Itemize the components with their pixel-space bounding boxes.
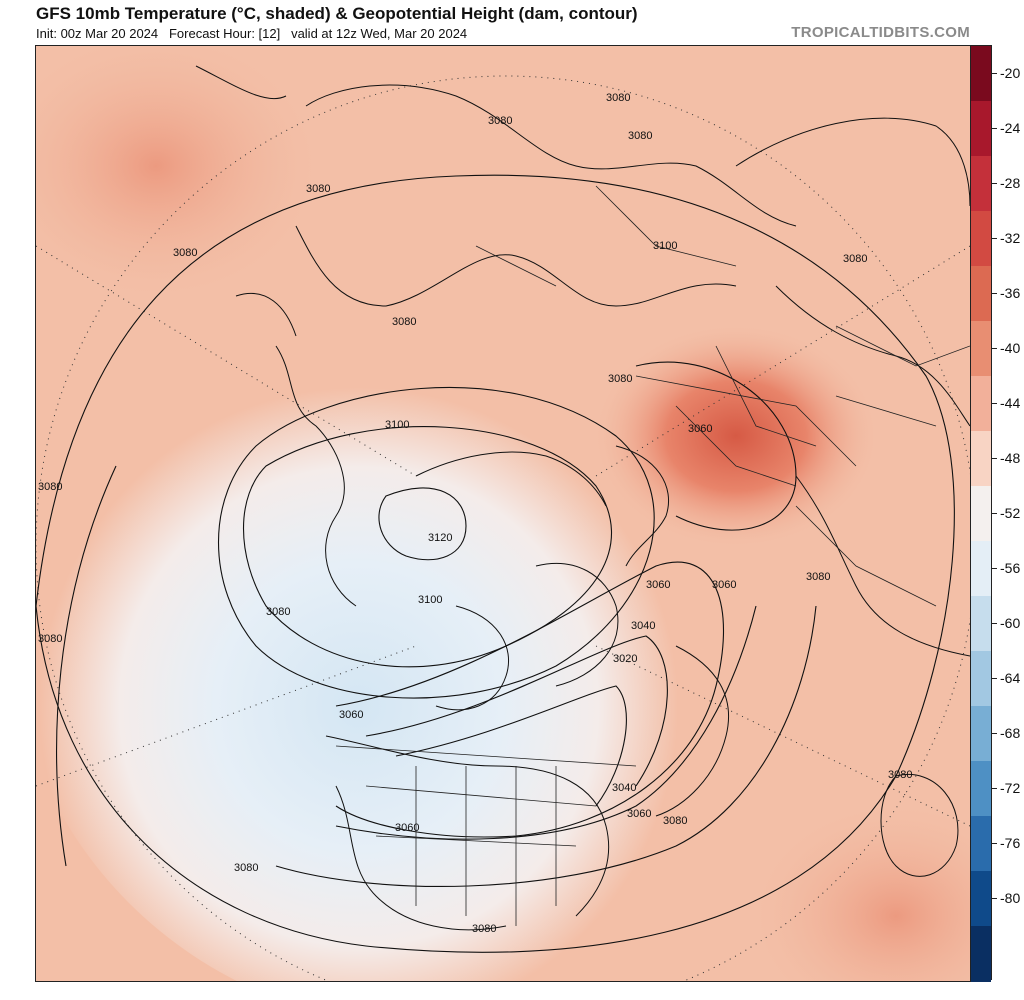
colorbar-segment	[971, 156, 991, 212]
contour-label: 3080	[38, 481, 62, 493]
colorbar-tick-mark	[992, 567, 997, 569]
colorbar-tick-mark	[992, 512, 997, 514]
contour-label: 3080	[628, 130, 652, 142]
colorbar-tick-mark	[992, 237, 997, 239]
colorbar-tick-label: -20	[1000, 64, 1021, 81]
colorbar-tick-label: -80	[1000, 889, 1021, 906]
colorbar-segment	[971, 266, 991, 322]
colorbar-tick-mark	[992, 72, 997, 74]
colorbar-segment	[971, 541, 991, 597]
warm-anomaly-atlantic	[756, 806, 970, 981]
colorbar-segment	[971, 46, 991, 102]
contour-label: 3020	[613, 653, 637, 665]
colorbar-segment	[971, 651, 991, 707]
warm-anomaly-siberia	[596, 326, 876, 546]
colorbar-segment	[971, 376, 991, 432]
colorbar-tick-label: -28	[1000, 174, 1021, 191]
colorbar-segment	[971, 321, 991, 377]
colorbar-tick-mark	[992, 347, 997, 349]
contour-label: 3060	[712, 579, 736, 591]
graticule-lines	[36, 75, 970, 981]
colorbar-tick-label: -44	[1000, 394, 1021, 411]
brand-watermark[interactable]: TROPICALTIDBITS.COM	[791, 24, 970, 41]
contour-label: 3080	[266, 606, 290, 618]
colorbar-segment	[971, 816, 991, 872]
colorbar-tick-mark	[992, 402, 997, 404]
contour-label: 3060	[688, 423, 712, 435]
contour-label: 3120	[428, 532, 452, 544]
colorbar-segment	[971, 486, 991, 542]
contour-label: 3060	[646, 579, 670, 591]
init-forecast-line: Init: 00z Mar 20 2024 Forecast Hour: [12…	[36, 26, 468, 41]
contour-label: 3100	[385, 419, 409, 431]
contour-label: 3080	[608, 373, 632, 385]
contour-label: 3080	[392, 316, 416, 328]
contour-label: 3040	[612, 782, 636, 794]
political-boundaries	[335, 185, 970, 926]
colorbar-segment	[971, 926, 991, 982]
colorbar-tick-label: -40	[1000, 339, 1021, 356]
colorbar-tick-mark	[992, 732, 997, 734]
contour-label: 3060	[627, 808, 651, 820]
colorbar-tick-label: -52	[1000, 504, 1021, 521]
colorbar-tick-mark	[992, 292, 997, 294]
contour-label: 3060	[395, 822, 419, 834]
contour-label: 3080	[488, 115, 512, 127]
contour-label: 3100	[653, 240, 677, 252]
colorbar-segment	[971, 211, 991, 267]
contour-label: 3080	[663, 815, 687, 827]
contour-label: 3080	[234, 862, 258, 874]
colorbar-tick-mark	[992, 787, 997, 789]
colorbar-tick-mark	[992, 127, 997, 129]
contour-label: 3080	[173, 247, 197, 259]
contour-label: 3080	[606, 92, 630, 104]
coastlines	[195, 65, 970, 931]
colorbar-segment	[971, 101, 991, 157]
colorbar-tick-mark	[992, 182, 997, 184]
colorbar-segment	[971, 871, 991, 927]
colorbar-tick-mark	[992, 457, 997, 459]
contour-label: 3080	[888, 769, 912, 781]
temperature-colorbar	[970, 45, 992, 982]
contour-label: 3080	[843, 253, 867, 265]
contour-labels: 3080 3080 3080 3080 3100 3080 3080 3080 …	[38, 92, 912, 935]
colorbar-tick-label: -76	[1000, 834, 1021, 851]
chart-title: GFS 10mb Temperature (°C, shaded) & Geop…	[36, 4, 638, 23]
contour-label: 3080	[472, 923, 496, 935]
colorbar-tick-label: -32	[1000, 229, 1021, 246]
colorbar-tick-label: -68	[1000, 724, 1021, 741]
colorbar-segment	[971, 706, 991, 762]
colorbar-tick-label: -48	[1000, 449, 1021, 466]
colorbar-tick-label: -24	[1000, 119, 1021, 136]
warm-anomaly-pacific	[36, 46, 316, 296]
colorbar-tick-mark	[992, 897, 997, 899]
height-contours	[36, 174, 955, 953]
colorbar-tick-mark	[992, 677, 997, 679]
contour-label: 3100	[418, 594, 442, 606]
colorbar-tick-label: -36	[1000, 284, 1021, 301]
contour-label: 3080	[38, 633, 62, 645]
contour-label: 3080	[306, 183, 330, 195]
colorbar-segment	[971, 596, 991, 652]
colorbar-tick-label: -60	[1000, 614, 1021, 631]
colorbar-tick-label: -64	[1000, 669, 1021, 686]
colorbar-segment	[971, 761, 991, 817]
polar-temperature-map: 3080 3080 3080 3080 3100 3080 3080 3080 …	[35, 45, 971, 982]
colorbar-tick-label: -72	[1000, 779, 1021, 796]
colorbar-tick-label: -56	[1000, 559, 1021, 576]
colorbar-tick-mark	[992, 622, 997, 624]
contour-label: 3040	[631, 620, 655, 632]
contour-label: 3080	[806, 571, 830, 583]
colorbar-segment	[971, 431, 991, 487]
contour-label: 3060	[339, 709, 363, 721]
colorbar-tick-mark	[992, 842, 997, 844]
